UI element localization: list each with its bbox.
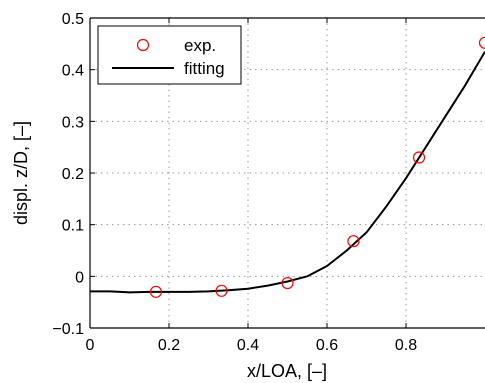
legend-label-fitting: fitting [184, 59, 225, 78]
exp-series [149, 36, 485, 298]
y-tick-label: 0 [75, 269, 84, 286]
grid [90, 18, 485, 328]
y-tick-label: 0.3 [62, 114, 84, 131]
ticks: 0 0.2 0.4 0.6 0.8−0.100.10.20.30.40.5 [52, 11, 417, 354]
fitting-series [90, 51, 485, 294]
y-tick-label: 0.5 [62, 11, 84, 28]
legend-label-exp: exp. [184, 36, 216, 55]
x-tick-label: 0.6 [316, 337, 338, 354]
legend-marker-exp [136, 38, 150, 52]
y-tick-label: −0.1 [52, 321, 84, 338]
legend: exp. fitting [97, 25, 242, 85]
exp-data-point [347, 235, 360, 248]
fitting-line [90, 51, 485, 294]
exp-data-point [215, 284, 228, 297]
x-axis-label: x/LOA, [–] [247, 361, 327, 381]
x-tick-label: 0.4 [237, 337, 259, 354]
exp-data-point [149, 285, 163, 298]
y-tick-label: 0.2 [62, 166, 84, 183]
x-tick-label: 0.8 [395, 337, 417, 354]
y-axis-label: displ. z/D, [–] [11, 121, 31, 225]
x-tick-label: 0 [86, 337, 95, 354]
y-tick-label: 0.1 [62, 218, 84, 235]
exp-data-point [281, 276, 294, 290]
y-tick-label: 0.4 [62, 63, 84, 80]
legend-box [97, 25, 242, 85]
exp-data-point [478, 36, 485, 49]
exp-data-point [412, 151, 426, 164]
x-tick-label: 0.2 [158, 337, 180, 354]
